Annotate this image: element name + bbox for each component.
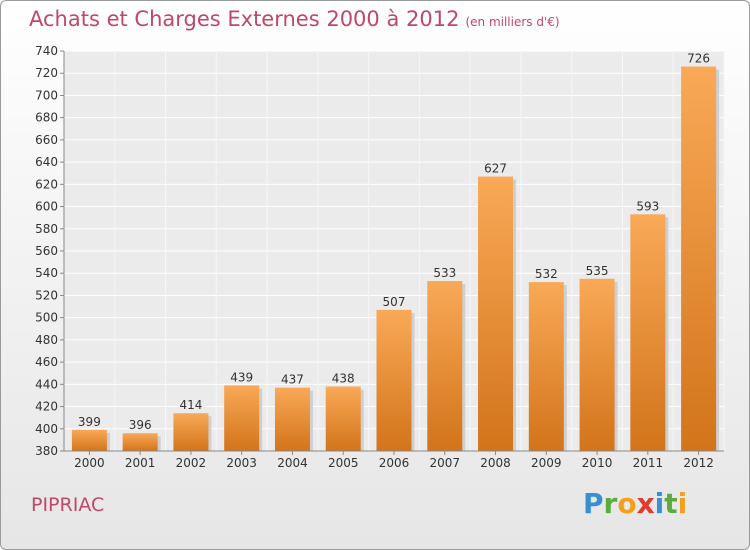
- logo-letter: t: [664, 487, 678, 520]
- x-tick-label: 2004: [277, 456, 308, 470]
- y-tick-label: 620: [35, 177, 58, 191]
- y-tick-label: 480: [35, 333, 58, 347]
- data-label: 396: [129, 418, 152, 432]
- data-label: 507: [383, 295, 406, 309]
- x-tick-label: 2008: [480, 456, 511, 470]
- logo-letter: o: [617, 487, 637, 520]
- data-label: 533: [433, 266, 456, 280]
- data-label: 627: [484, 162, 507, 176]
- y-tick-label: 640: [35, 155, 58, 169]
- y-tick-label: 700: [35, 88, 58, 102]
- y-tick-label: 740: [35, 44, 58, 58]
- x-tick-label: 2009: [531, 456, 562, 470]
- x-tick-label: 2012: [683, 456, 714, 470]
- y-tick-label: 440: [35, 377, 58, 391]
- bar: [630, 214, 666, 451]
- x-tick-label: 2010: [582, 456, 613, 470]
- bar: [427, 281, 463, 451]
- y-tick-label: 500: [35, 311, 58, 325]
- data-label: 437: [281, 373, 304, 387]
- y-tick-label: 720: [35, 66, 58, 80]
- axes: 380 400 420 440 460 480 500 520 540 560 580 600 620 6…: [35, 44, 724, 470]
- y-tick-label: 560: [35, 244, 58, 258]
- data-label: 439: [230, 370, 253, 384]
- logo-letter: x: [636, 487, 655, 520]
- logo-letter: i: [654, 487, 665, 520]
- bars: 399 396 414 439 437 438 507 533 627 532 535 593 726: [71, 52, 720, 452]
- y-tick-label: 680: [35, 111, 58, 125]
- data-label: 414: [179, 398, 202, 412]
- bar: [122, 433, 158, 451]
- y-tick-label: 540: [35, 266, 58, 280]
- bar: [478, 176, 514, 452]
- data-label: 532: [535, 267, 558, 281]
- data-label: 399: [78, 415, 101, 429]
- y-tick-label: 420: [35, 400, 58, 414]
- x-tick-label: 2000: [74, 456, 105, 470]
- y-tick-label: 460: [35, 355, 58, 369]
- data-label: 726: [687, 52, 710, 66]
- title-unit: (en milliers d'€): [465, 15, 560, 29]
- x-tick-label: 2001: [125, 456, 156, 470]
- bar: [274, 387, 310, 451]
- title-text: Achats et Charges Externes 2000 à 2012: [29, 7, 460, 31]
- logo-letter: P: [583, 487, 604, 520]
- data-label: 438: [332, 372, 355, 386]
- bar: [528, 282, 564, 451]
- bar: [173, 413, 209, 451]
- bar: [325, 386, 361, 451]
- bar: [71, 429, 107, 451]
- bar: [681, 66, 717, 452]
- data-label: 535: [586, 264, 609, 278]
- proxiti-logo: Proxiti: [583, 487, 687, 520]
- y-tick-label: 600: [35, 200, 58, 214]
- logo-letter: i: [677, 487, 688, 520]
- x-tick-label: 2011: [633, 456, 664, 470]
- bar: [579, 278, 615, 451]
- x-tick-label: 2007: [429, 456, 460, 470]
- x-tick-label: 2003: [226, 456, 257, 470]
- x-tick-label: 2006: [379, 456, 410, 470]
- y-tick-label: 660: [35, 133, 58, 147]
- x-tick-label: 2005: [328, 456, 359, 470]
- chart-title: Achats et Charges Externes 2000 à 2012 (e…: [29, 7, 560, 31]
- y-tick-label: 380: [35, 444, 58, 458]
- logo-letter: r: [603, 487, 618, 520]
- y-tick-label: 520: [35, 288, 58, 302]
- data-label: 593: [636, 199, 659, 213]
- bar: [376, 309, 412, 451]
- x-tick-label: 2002: [176, 456, 207, 470]
- town-name: PIPRIAC: [31, 494, 105, 516]
- y-tick-label: 400: [35, 422, 58, 436]
- bar: [224, 385, 260, 451]
- y-tick-label: 580: [35, 222, 58, 236]
